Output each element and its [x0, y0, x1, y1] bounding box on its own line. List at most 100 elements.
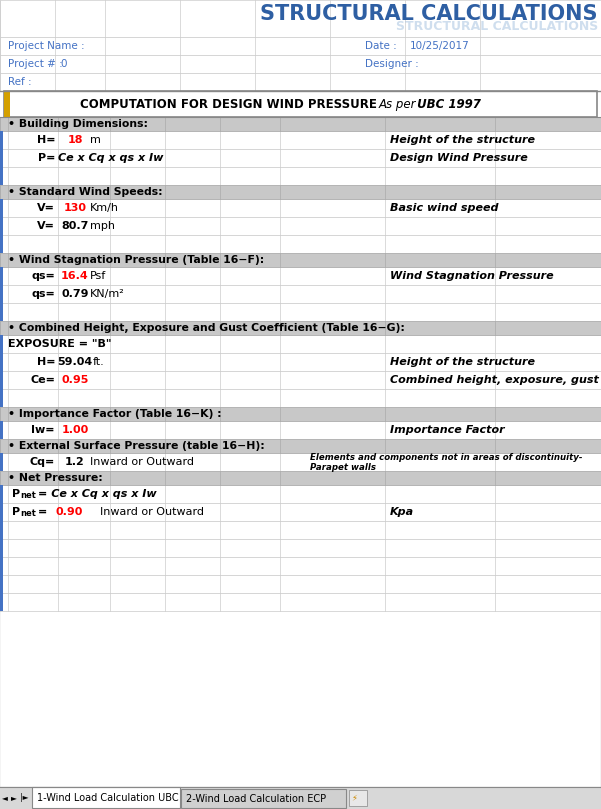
- Text: 10/25/2017: 10/25/2017: [410, 41, 470, 51]
- Text: STRUCTURAL CALCULATIONS: STRUCTURAL CALCULATIONS: [260, 4, 598, 24]
- Bar: [0, 185, 601, 199]
- Bar: [0, 217, 601, 235]
- Bar: [0, 253, 601, 267]
- Bar: [0, 285, 3, 303]
- Bar: [4, 91, 10, 117]
- Bar: [0, 217, 3, 235]
- Text: Parapet walls: Parapet walls: [310, 463, 376, 472]
- Text: Inward or Outward: Inward or Outward: [100, 507, 204, 517]
- Text: Inward or Outward: Inward or Outward: [90, 457, 194, 467]
- Bar: [0, 335, 601, 353]
- Text: Ce=: Ce=: [30, 375, 55, 385]
- Text: net: net: [20, 490, 36, 499]
- Text: KN/m²: KN/m²: [90, 289, 125, 299]
- Text: Cq=: Cq=: [30, 457, 55, 467]
- Bar: [0, 353, 601, 371]
- Bar: [0, 37, 601, 55]
- Text: As per: As per: [379, 98, 416, 111]
- Bar: [0, 267, 601, 285]
- Bar: [0, 453, 601, 471]
- Text: Km/h: Km/h: [90, 203, 119, 213]
- Text: Design Wind Pressure: Design Wind Pressure: [390, 153, 528, 163]
- Text: 1.2: 1.2: [65, 457, 85, 467]
- Text: • Standard Wind Speeds:: • Standard Wind Speeds:: [8, 187, 163, 197]
- Text: 80.7: 80.7: [61, 221, 89, 231]
- Text: |►: |►: [20, 794, 28, 803]
- Text: ft.: ft.: [93, 357, 105, 367]
- Text: COMPUTATION FOR DESIGN WIND PRESSURE: COMPUTATION FOR DESIGN WIND PRESSURE: [80, 98, 377, 111]
- Text: • Importance Factor (Table 16−K) :: • Importance Factor (Table 16−K) :: [8, 409, 222, 419]
- Bar: [0, 593, 3, 611]
- Bar: [32, 787, 180, 808]
- Bar: [0, 167, 601, 185]
- Text: Ce x Cq x qs x Iw: Ce x Cq x qs x Iw: [58, 153, 163, 163]
- Text: 1-Wind Load Calculation UBC: 1-Wind Load Calculation UBC: [37, 793, 178, 803]
- Text: Iw=: Iw=: [31, 425, 55, 435]
- Bar: [0, 557, 3, 575]
- Text: 0.90: 0.90: [55, 507, 82, 517]
- Text: =: =: [38, 507, 47, 517]
- Bar: [4, 91, 597, 117]
- Bar: [0, 235, 601, 253]
- Bar: [0, 199, 601, 217]
- Bar: [0, 503, 601, 521]
- Bar: [0, 303, 601, 321]
- Text: 59.04: 59.04: [57, 357, 93, 367]
- Text: V=: V=: [37, 221, 55, 231]
- Bar: [0, 539, 3, 557]
- Bar: [0, 353, 3, 371]
- Bar: [0, 55, 601, 73]
- Text: = Ce x Cq x qs x Iw: = Ce x Cq x qs x Iw: [38, 489, 157, 499]
- Text: 1.00: 1.00: [61, 425, 88, 435]
- Bar: [0, 453, 3, 471]
- Text: H=: H=: [37, 135, 55, 145]
- Bar: [0, 131, 3, 149]
- Text: Date :: Date :: [365, 41, 397, 51]
- Text: Designer :: Designer :: [365, 59, 419, 69]
- Bar: [0, 117, 601, 131]
- Bar: [0, 199, 3, 217]
- Text: 0.95: 0.95: [61, 375, 89, 385]
- Bar: [0, 539, 601, 557]
- Text: 0.79: 0.79: [61, 289, 89, 299]
- Text: mph: mph: [90, 221, 115, 231]
- Bar: [0, 557, 601, 575]
- Text: Elements and components not in areas of discontinuity-: Elements and components not in areas of …: [310, 452, 582, 461]
- Bar: [0, 371, 3, 389]
- Text: Basic wind speed: Basic wind speed: [390, 203, 498, 213]
- Bar: [0, 485, 601, 503]
- Bar: [0, 235, 3, 253]
- Text: 130: 130: [64, 203, 87, 213]
- Bar: [0, 471, 601, 485]
- Bar: [0, 575, 601, 593]
- Bar: [0, 321, 601, 335]
- Text: • External Surface Pressure (table 16−H):: • External Surface Pressure (table 16−H)…: [8, 441, 265, 451]
- Text: qs=: qs=: [31, 289, 55, 299]
- Text: Wind Stagnation Pressure: Wind Stagnation Pressure: [390, 271, 554, 281]
- Text: • Building Dimensions:: • Building Dimensions:: [8, 119, 148, 129]
- Text: • Combined Height, Exposure and Gust Coefficient (Table 16−G):: • Combined Height, Exposure and Gust Coe…: [8, 323, 405, 333]
- Text: qs=: qs=: [31, 271, 55, 281]
- Bar: [0, 521, 3, 539]
- Text: • Net Pressure:: • Net Pressure:: [8, 473, 103, 483]
- Text: EXPOSURE = "B": EXPOSURE = "B": [8, 339, 112, 349]
- Text: Ref :: Ref :: [8, 77, 32, 87]
- Text: UBC 1997: UBC 1997: [413, 98, 481, 111]
- Text: Importance Factor: Importance Factor: [390, 425, 505, 435]
- Text: ►: ►: [11, 794, 17, 803]
- Bar: [0, 131, 601, 149]
- Bar: [0, 149, 3, 167]
- Bar: [0, 285, 601, 303]
- Text: net: net: [20, 509, 36, 518]
- Text: Psf: Psf: [90, 271, 106, 281]
- Text: 16.4: 16.4: [61, 271, 89, 281]
- Bar: [0, 167, 3, 185]
- Text: Project # :: Project # :: [8, 59, 63, 69]
- Text: H=: H=: [37, 357, 55, 367]
- Text: Kpa: Kpa: [390, 507, 414, 517]
- Text: ◄: ◄: [2, 794, 8, 803]
- Text: m: m: [90, 135, 101, 145]
- Text: V=: V=: [37, 203, 55, 213]
- Text: P=: P=: [38, 153, 55, 163]
- Bar: [0, 593, 601, 611]
